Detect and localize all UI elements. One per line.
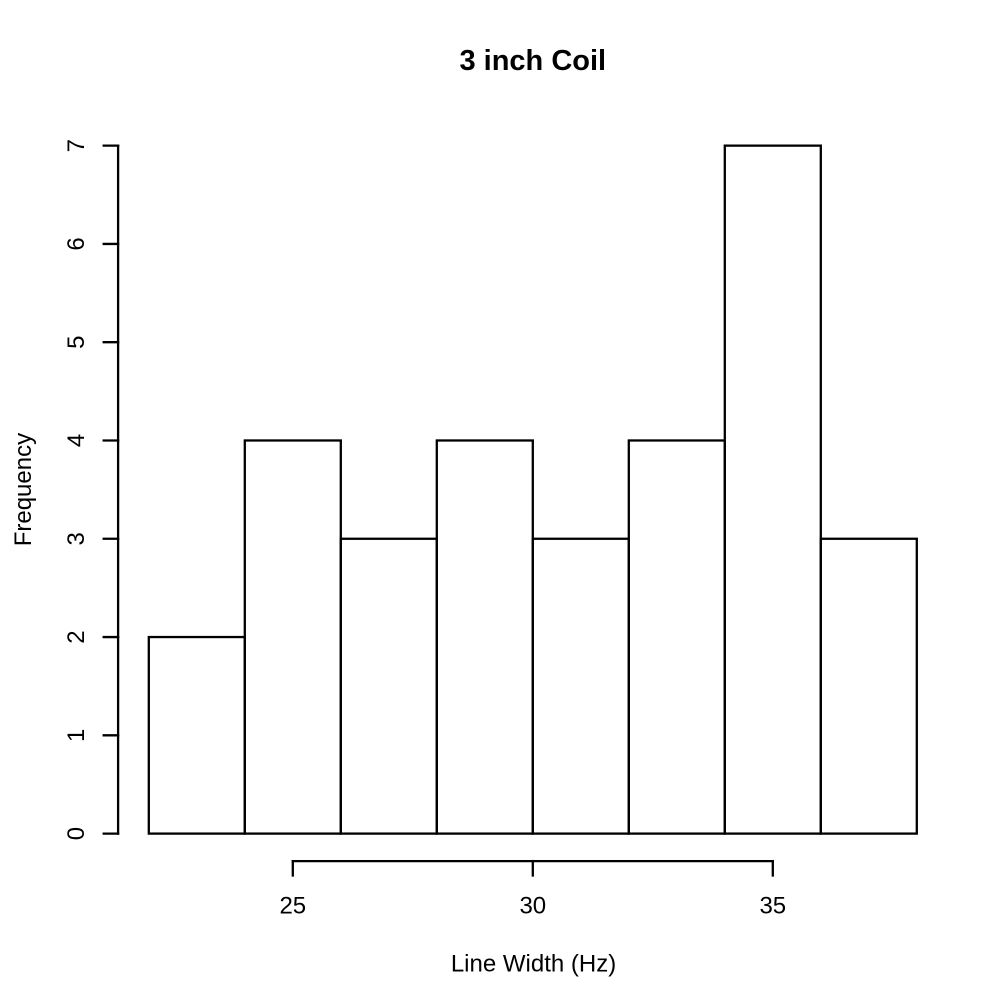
svg-text:25: 25 — [279, 893, 306, 920]
svg-text:30: 30 — [519, 893, 546, 920]
svg-text:6: 6 — [63, 237, 90, 250]
svg-text:3 inch Coil: 3 inch Coil — [459, 45, 606, 77]
svg-text:3: 3 — [63, 532, 90, 545]
svg-text:Frequency: Frequency — [10, 433, 37, 546]
svg-text:2: 2 — [63, 630, 90, 643]
svg-text:0: 0 — [63, 827, 90, 840]
svg-text:4: 4 — [63, 434, 90, 447]
svg-text:1: 1 — [63, 729, 90, 742]
svg-text:Line Width (Hz): Line Width (Hz) — [451, 950, 616, 977]
svg-text:7: 7 — [63, 139, 90, 152]
svg-text:35: 35 — [759, 893, 786, 920]
svg-text:5: 5 — [63, 336, 90, 349]
